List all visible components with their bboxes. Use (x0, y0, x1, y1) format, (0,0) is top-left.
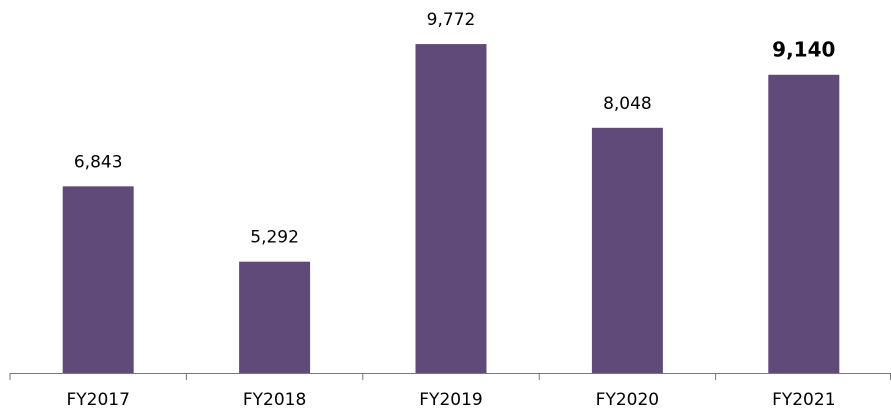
x-tick-label: FY2020 (596, 390, 659, 410)
bar (62, 186, 134, 373)
x-tick-label: FY2017 (66, 390, 129, 410)
data-label: 6,843 (74, 152, 123, 172)
data-label: 9,140 (772, 37, 835, 61)
x-tick-label: FY2021 (772, 390, 835, 410)
bar (239, 261, 311, 373)
x-tick-label: FY2018 (243, 390, 306, 410)
bar (591, 127, 663, 373)
data-label: 8,048 (603, 94, 652, 114)
bar (768, 74, 840, 374)
x-tick-label: FY2019 (419, 390, 482, 410)
data-label: 9,772 (427, 10, 476, 30)
bar (415, 44, 487, 374)
data-label: 5,292 (250, 228, 299, 248)
